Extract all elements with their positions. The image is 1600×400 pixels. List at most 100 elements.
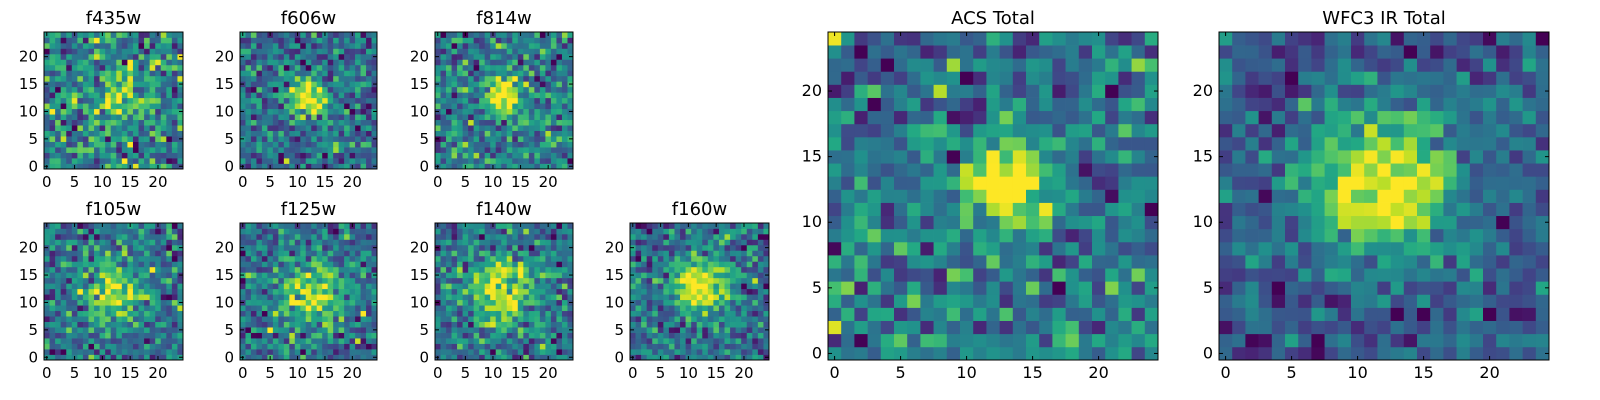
heatmap-cell: [685, 250, 692, 257]
heatmap-cell: [82, 42, 89, 49]
heatmap-cell: [66, 305, 73, 312]
heatmap-cell: [144, 97, 150, 104]
heatmap-cell: [435, 103, 441, 110]
heatmap-cell: [305, 64, 312, 71]
heatmap-cell: [495, 228, 502, 235]
heatmap-cell: [763, 310, 770, 317]
heatmap-cell: [523, 255, 530, 262]
heatmap-cell: [707, 272, 714, 279]
heatmap-cell: [685, 255, 692, 262]
heatmap-cell: [523, 37, 530, 44]
heatmap-cell: [289, 261, 296, 268]
heatmap-cell: [316, 244, 323, 251]
heatmap-cell: [278, 70, 285, 77]
heatmap-cell: [528, 228, 535, 235]
heatmap-cell: [702, 321, 709, 328]
heatmap-cell: [110, 92, 117, 99]
heatmap-cell: [468, 158, 474, 164]
heatmap-cell: [88, 42, 95, 49]
heatmap-cell: [561, 223, 568, 229]
heatmap-cell: [506, 294, 513, 301]
heatmap-cell: [506, 53, 513, 60]
heatmap-cell: [349, 37, 356, 44]
heatmap-cell: [561, 86, 568, 93]
heatmap-cell: [702, 354, 709, 361]
heatmap-cell: [635, 239, 642, 246]
heatmap-cell: [294, 53, 301, 60]
heatmap-cell: [933, 294, 948, 308]
heatmap-cell: [539, 130, 546, 137]
heatmap-cell: [473, 158, 480, 164]
heatmap-cell: [1039, 215, 1053, 230]
heatmap-cell: [479, 321, 486, 328]
heatmap-cell: [534, 141, 541, 148]
heatmap-cell: [160, 228, 167, 235]
heatmap-cell: [512, 244, 519, 251]
heatmap-cell: [256, 147, 263, 153]
heatmap-cell: [641, 223, 648, 229]
heatmap-cell: [528, 272, 535, 279]
heatmap-cell: [880, 268, 895, 282]
heatmap-cell: [1078, 241, 1093, 256]
heatmap-cell: [495, 266, 502, 273]
heatmap-cell: [1052, 163, 1066, 177]
heatmap-cell: [539, 277, 546, 284]
heatmap-cell: [305, 114, 312, 121]
heatmap-cell: [523, 125, 530, 131]
y-tick-label: 10: [215, 102, 234, 120]
heatmap-cell: [305, 255, 312, 262]
heatmap-cell: [724, 250, 731, 257]
heatmap-cell: [94, 86, 100, 93]
heatmap-cell: [495, 108, 502, 115]
heatmap-cell: [1092, 346, 1106, 361]
heatmap-cell: [501, 233, 508, 240]
heatmap-cell: [473, 233, 480, 240]
heatmap-cell: [630, 261, 636, 268]
heatmap-cell: [479, 147, 486, 153]
heatmap-cell: [177, 223, 184, 229]
heatmap-cell: [144, 239, 150, 246]
heatmap-cell: [44, 42, 50, 49]
heatmap-cell: [534, 59, 541, 66]
heatmap-cell: [305, 305, 312, 312]
heatmap-cell: [630, 294, 636, 301]
heatmap-cell: [517, 64, 524, 71]
heatmap-cell: [440, 261, 447, 268]
heatmap-cell: [250, 332, 257, 339]
heatmap-cell: [841, 228, 855, 243]
heatmap-cell: [495, 81, 502, 88]
heatmap-cell: [338, 321, 345, 328]
heatmap-cell: [360, 266, 367, 273]
heatmap-cell: [462, 37, 469, 44]
heatmap-cell: [267, 37, 274, 44]
heatmap-cell: [300, 70, 307, 77]
heatmap-cell: [468, 255, 474, 262]
heatmap-cell: [88, 97, 95, 104]
heatmap-cell: [82, 70, 89, 77]
heatmap-cell: [261, 163, 268, 170]
heatmap-cell: [160, 321, 167, 328]
heatmap-cell: [311, 48, 318, 55]
heatmap-cell: [490, 86, 497, 93]
heatmap-cell: [300, 136, 307, 142]
heatmap-cell: [360, 332, 367, 339]
heatmap-cell: [294, 261, 301, 268]
heatmap-cell: [110, 310, 117, 317]
heatmap-cell: [71, 48, 78, 55]
heatmap-cell: [556, 261, 563, 268]
heatmap-cell: [867, 228, 882, 243]
heatmap-cell: [294, 294, 301, 301]
heatmap-cell: [702, 250, 709, 257]
heatmap-cell: [718, 349, 725, 355]
heatmap-cell: [556, 277, 563, 284]
heatmap-cell: [338, 64, 345, 71]
heatmap-cell: [462, 338, 469, 344]
heatmap-cell: [707, 321, 714, 328]
heatmap-cell: [60, 42, 67, 49]
heatmap-cell: [462, 244, 469, 251]
heatmap-cell: [49, 130, 56, 137]
heatmap-cell: [60, 294, 67, 301]
heatmap-cell: [311, 255, 318, 262]
heatmap-cell: [327, 114, 334, 121]
heatmap-cell: [121, 53, 128, 60]
